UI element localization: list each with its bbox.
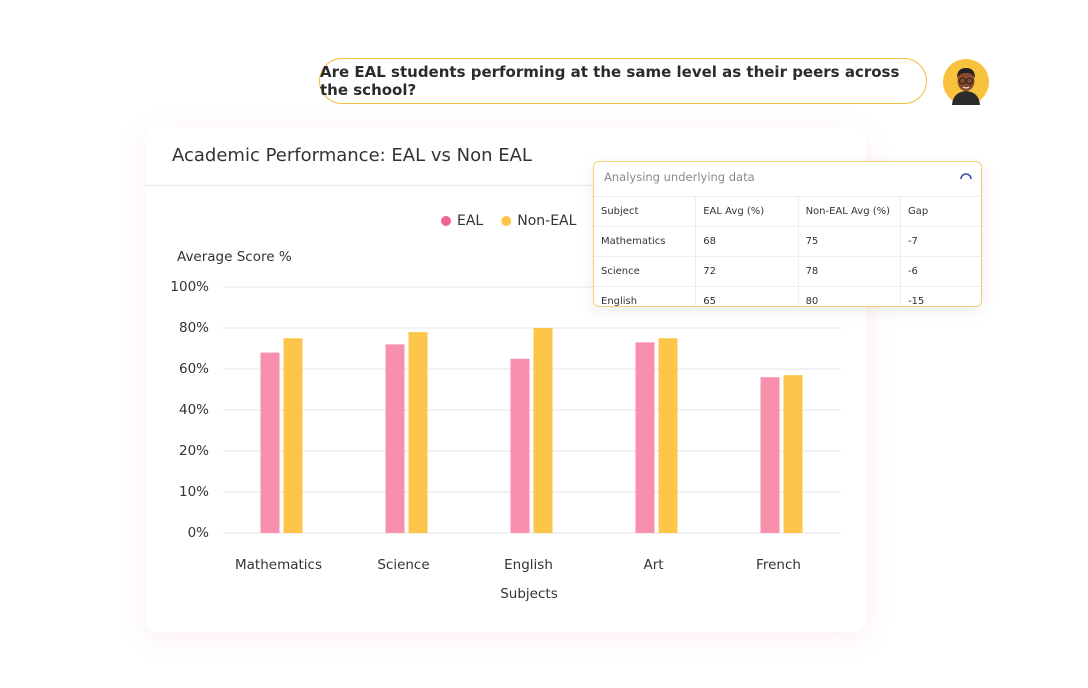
bar <box>385 344 405 533</box>
legend-dot <box>501 216 512 226</box>
table-cell: 75 <box>798 226 901 257</box>
data-table: Subject EAL Avg (%) Non-EAL Avg (%) Gap Math… <box>594 196 981 306</box>
table-cell: English <box>594 286 697 306</box>
x-tick-label: Mathematics <box>235 557 322 573</box>
y-tick-label: 20% <box>179 443 209 459</box>
chart-card: Academic Performance: EAL vs Non EAL Ave… <box>145 127 866 632</box>
x-axis-label: Subjects <box>500 586 558 602</box>
chart: Academic Performance: EAL vs Non EAL Ave… <box>145 145 866 602</box>
table-cell: Mathematics <box>594 226 697 257</box>
legend-label: Non-EAL <box>517 213 576 229</box>
data-panel: Analysing underlying data Subject EAL Avg… <box>593 161 982 307</box>
table-cell: 65 <box>695 286 799 306</box>
bar <box>510 358 530 533</box>
y-tick-label: 10% <box>179 484 209 500</box>
bar <box>260 352 280 533</box>
bar <box>533 328 553 533</box>
spinner <box>960 173 972 180</box>
table-cell: Subject <box>594 196 697 227</box>
bar <box>658 338 678 533</box>
y-tick-label: 60% <box>179 361 209 377</box>
table-cell: Gap <box>900 196 981 227</box>
question-bubble: Are EAL students performing at the same … <box>319 58 927 104</box>
table-cell: -7 <box>900 226 981 257</box>
legend-label: EAL <box>457 213 483 229</box>
table-row: Science 72 78 -6 <box>594 256 981 287</box>
table-cell: 72 <box>695 256 799 287</box>
chart-title: Academic Performance: EAL vs Non EAL <box>172 145 532 166</box>
table-cell: Science <box>594 256 697 287</box>
x-tick-label: Science <box>377 557 429 573</box>
y-tick-label: 80% <box>179 320 209 336</box>
bar <box>635 342 655 533</box>
x-tick-label: English <box>504 557 553 573</box>
table-row: Mathematics 68 75 -7 <box>594 226 981 257</box>
y-tick-label: 0% <box>188 525 210 541</box>
question-text: Are EAL students performing at the same … <box>320 63 900 99</box>
header-row: Subject EAL Avg (%) Non-EAL Avg (%) Gap <box>594 196 981 227</box>
y-tick-label: 40% <box>179 402 209 418</box>
panel-title: Analysing underlying data <box>604 170 755 184</box>
table-row: English 65 80 -15 <box>594 286 981 306</box>
table-cell: EAL Avg (%) <box>695 196 799 227</box>
bar <box>783 375 803 533</box>
table-cell: 78 <box>798 256 901 287</box>
legend-dot <box>441 216 451 226</box>
x-tick-label: French <box>756 557 801 573</box>
bar <box>760 377 780 533</box>
table-cell: 80 <box>798 286 901 306</box>
table-cell: -15 <box>900 286 981 306</box>
table-cell: -6 <box>900 256 981 287</box>
avatar <box>943 59 989 105</box>
bar <box>283 338 303 533</box>
x-tick-label: Art <box>643 557 663 573</box>
table-cell: Non-EAL Avg (%) <box>798 196 901 227</box>
y-axis-label: Average Score % <box>177 249 292 265</box>
bar <box>408 332 428 533</box>
y-tick-label: 100% <box>170 279 209 295</box>
table-cell: 68 <box>695 226 799 257</box>
